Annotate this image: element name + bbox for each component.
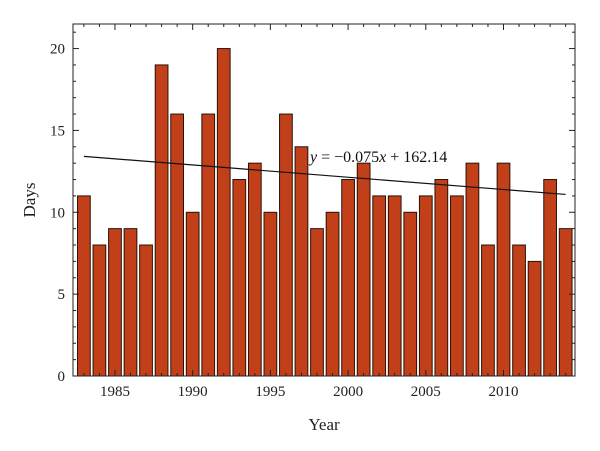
bar-2014 xyxy=(558,228,573,377)
y-tick-label: 15 xyxy=(50,123,65,139)
x-tick-label: 2010 xyxy=(489,384,519,400)
bar-2008 xyxy=(465,162,480,377)
y-axis-ticks: 0 5 10 15 20 xyxy=(50,31,575,385)
bar-1995 xyxy=(263,211,278,377)
eq-equals: = xyxy=(317,149,334,166)
bar-1990 xyxy=(185,211,200,377)
trend-line xyxy=(83,155,566,196)
bar-1999 xyxy=(325,211,340,377)
bar-2003 xyxy=(387,195,402,377)
bar-2002 xyxy=(372,195,387,377)
y-axis-title: Days xyxy=(20,183,39,218)
bar-1996 xyxy=(279,113,293,377)
eq-y: y xyxy=(308,149,318,166)
bar-1987 xyxy=(139,244,153,377)
x-axis-title: Year xyxy=(308,415,340,434)
bar-1994 xyxy=(247,162,262,377)
bar-1998 xyxy=(310,228,324,377)
bar-2010 xyxy=(496,162,511,377)
bar-2007 xyxy=(450,195,464,377)
bar-2000 xyxy=(341,179,355,377)
x-tick-label: 2000 xyxy=(333,384,363,400)
eq-coef: −0.075 xyxy=(334,149,379,166)
x-tick-label: 2005 xyxy=(411,384,441,400)
bar-1991 xyxy=(201,113,216,377)
bar-1997 xyxy=(294,146,309,377)
eq-rest: + 162.14 xyxy=(386,149,447,166)
x-tick-label: 1985 xyxy=(100,384,130,400)
bar-1988 xyxy=(154,64,169,377)
bar-1985 xyxy=(108,228,122,377)
bar-1983 xyxy=(77,195,91,377)
bar-1986 xyxy=(123,228,138,377)
bar-2004 xyxy=(403,211,418,377)
bar-2005 xyxy=(418,195,433,377)
trend-equation: y = −0.075x + 162.14 xyxy=(308,149,447,166)
bar-2011 xyxy=(512,244,526,377)
bar-1992 xyxy=(216,48,231,377)
bar-2012 xyxy=(527,260,542,377)
y-tick-label: 0 xyxy=(58,369,66,385)
x-tick-label: 1995 xyxy=(255,384,285,400)
bars-group xyxy=(77,48,573,377)
y-tick-label: 20 xyxy=(50,42,65,58)
y-tick-label: 5 xyxy=(58,287,66,303)
bar-2009 xyxy=(481,244,495,377)
bar-1984 xyxy=(92,244,107,377)
bar-2001 xyxy=(356,162,371,377)
bar-1989 xyxy=(170,113,184,377)
x-axis-ticks: 1985 1990 1995 2000 2005 2010 xyxy=(83,24,567,400)
plot-frame xyxy=(72,23,576,377)
bar-1993 xyxy=(232,179,247,377)
x-tick-label: 1990 xyxy=(178,384,208,400)
bar-2006 xyxy=(434,179,449,377)
eq-x: x xyxy=(378,149,386,166)
bar-2013 xyxy=(543,179,558,377)
y-tick-label: 10 xyxy=(50,205,65,221)
